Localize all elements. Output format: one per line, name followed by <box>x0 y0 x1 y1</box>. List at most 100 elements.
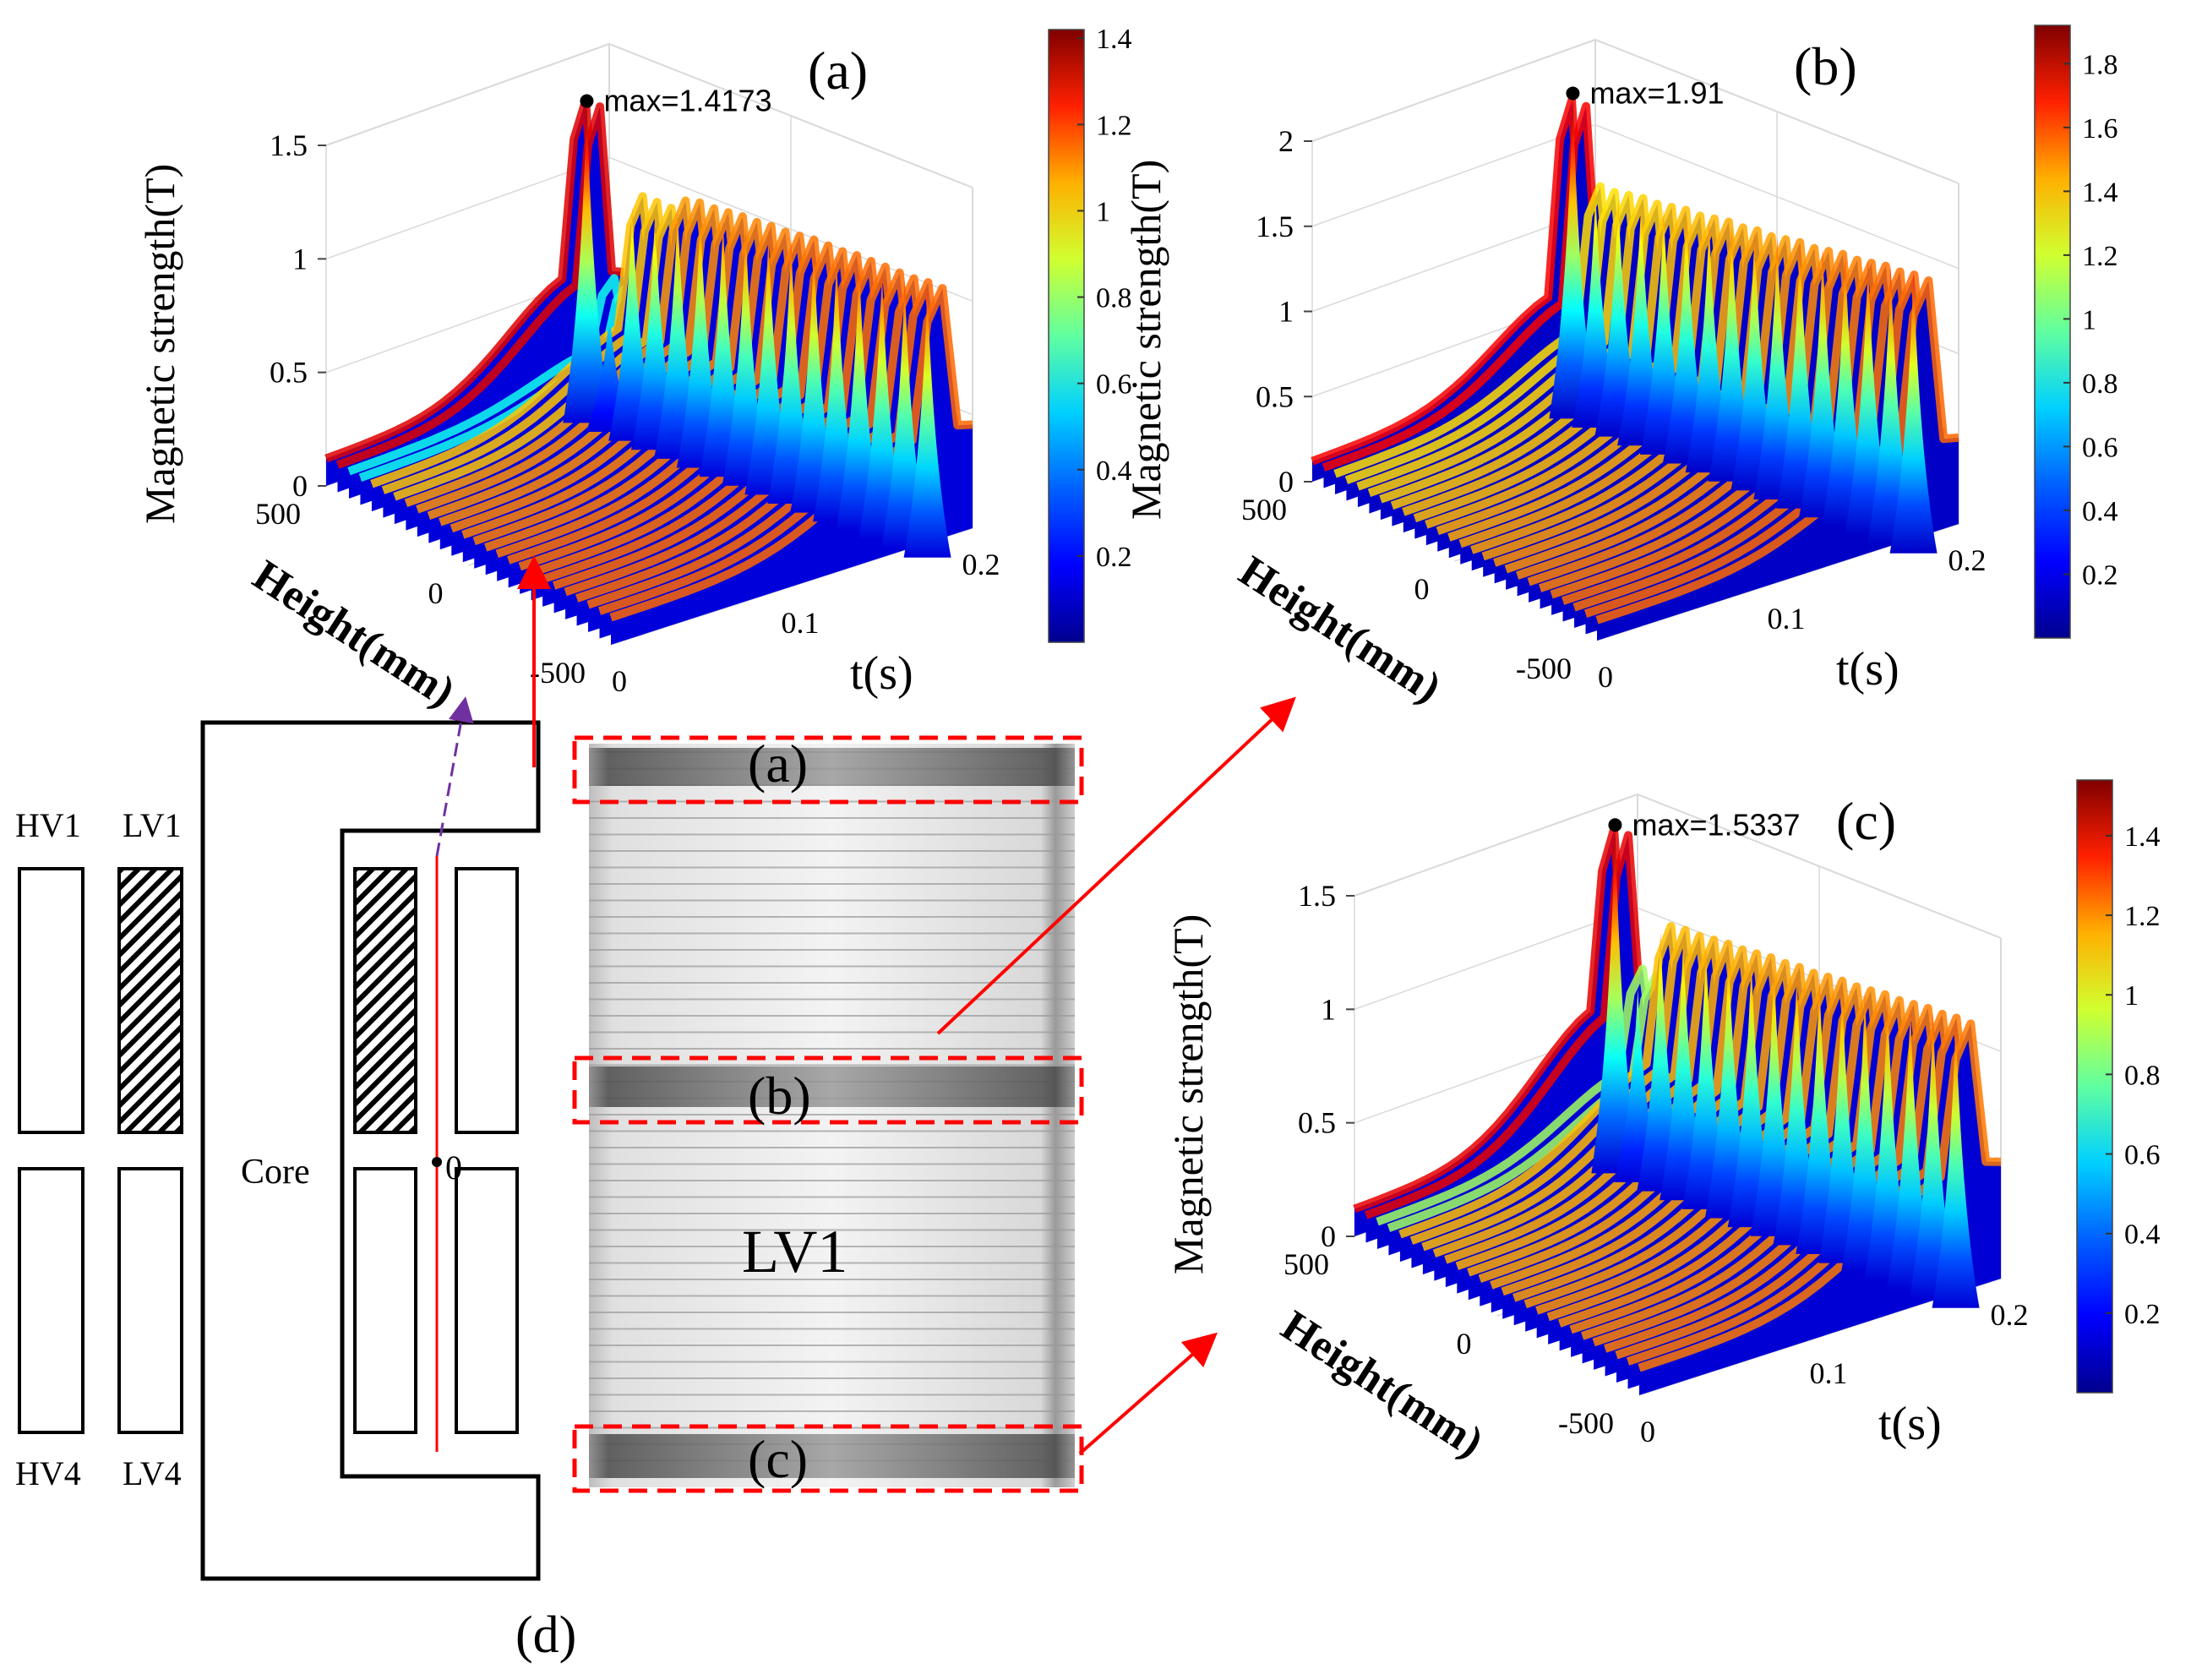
colorbar-tick-label: 1 <box>1096 196 1110 227</box>
coil-lv4-right <box>353 1167 417 1434</box>
colorbar-tick-label: 1.6 <box>2082 113 2118 145</box>
colorbar-tick-label: 1 <box>2082 304 2096 335</box>
chart-c: max=1.533700.511.500.10.25000-500Magneti… <box>1164 779 2161 1467</box>
coil-hv1-right <box>455 867 519 1134</box>
z-tick-label: 0.5 <box>270 356 308 390</box>
y-tick-label: 0 <box>1414 572 1430 606</box>
label-hv1: HV1 <box>15 806 81 844</box>
surface-ridge-base <box>1597 281 1959 641</box>
surface-ridge-top <box>324 96 610 463</box>
grid-z-line <box>325 43 973 188</box>
surface-ridge-top <box>575 268 929 603</box>
region-label-c: (c) <box>748 1429 808 1489</box>
winding-label: LV1 <box>742 1218 848 1285</box>
surface-ridge-top <box>335 102 624 469</box>
y-tick-label: 500 <box>255 497 301 531</box>
z-tick-label: 1.5 <box>1298 879 1336 913</box>
x-tick-label: 0 <box>612 664 627 698</box>
z-axis-label: Magnetic strength(T) <box>136 164 183 524</box>
colorbar-tick-label: 1.4 <box>2124 821 2161 853</box>
z-tick-label: 1 <box>1278 295 1294 329</box>
surface-peak <box>1889 270 1938 554</box>
colorbar-tick-label: 0.2 <box>2082 559 2118 591</box>
arrow-to-b <box>936 696 1296 1035</box>
max-marker <box>1608 818 1622 832</box>
colorbar-tick-label: 1.2 <box>1096 110 1132 141</box>
x-tick-label: 0.1 <box>1768 602 1806 635</box>
winding-band-a <box>589 748 1075 786</box>
x-tick-label: 0.1 <box>782 606 820 640</box>
origin-label: 0 <box>445 1148 462 1186</box>
colorbar-tick-label: 1.8 <box>2082 49 2118 80</box>
colorbar-tick-label: 0.8 <box>2082 368 2118 400</box>
x-axis-label: t(s) <box>1836 643 1899 695</box>
z-tick-label: 0 <box>1278 465 1294 499</box>
colorbar-tick-label: 1 <box>2124 980 2139 1012</box>
panel-label-d: (d) <box>515 1606 576 1664</box>
colorbar-tick-label: 1.4 <box>2082 177 2118 208</box>
x-tick-label: 0.2 <box>962 548 1000 581</box>
chart-a: max=1.417300.511.500.10.25000-500Magneti… <box>136 24 1132 717</box>
z-tick-label: 0 <box>1321 1219 1336 1253</box>
z-tick-label: 1 <box>1321 992 1336 1026</box>
region-label-a: (a) <box>748 734 808 794</box>
surface-ridge-top <box>1512 968 1841 1302</box>
coil-hv1 <box>18 867 84 1134</box>
winding-band-b <box>589 1066 1075 1107</box>
colorbar <box>2076 779 2113 1394</box>
x-tick-label: 0.2 <box>1948 543 1987 577</box>
region-box-a <box>572 735 1084 805</box>
chart-title: (c) <box>1836 791 1896 851</box>
surface-peak <box>1591 825 1639 1174</box>
coil-lv1-right <box>353 867 417 1134</box>
surface-ridge-top <box>1322 101 1611 472</box>
arrow-purple-height <box>435 696 474 857</box>
z-axis-label: Magnetic strength(T) <box>1164 914 1212 1274</box>
region-box-c <box>572 1424 1084 1493</box>
x-axis-label: t(s) <box>1878 1398 1942 1450</box>
surface-peak <box>903 286 951 558</box>
x-tick-label: 0.1 <box>1810 1356 1848 1390</box>
arrow-to-c <box>1078 1332 1218 1455</box>
max-annotation: max=1.4173 <box>603 84 771 118</box>
z-axis-label: Magnetic strength(T) <box>1122 160 1169 520</box>
label-lv1: LV1 <box>123 806 182 844</box>
surface-ridge-top <box>1569 990 1914 1334</box>
surface-ridge-top <box>1398 922 1696 1239</box>
max-marker <box>1566 86 1580 101</box>
coil-hv4-right <box>455 1167 519 1434</box>
colorbar <box>2034 25 2071 639</box>
colorbar-tick-label: 0.4 <box>2082 496 2118 527</box>
surface-peak <box>1549 93 1597 419</box>
z-tick-label: 1.5 <box>270 128 308 162</box>
origin-dot <box>432 1157 442 1167</box>
surface-ridge-base <box>1639 1023 2001 1395</box>
colorbar-tick-label: 0.2 <box>1096 542 1132 573</box>
surface-peak <box>563 101 611 423</box>
y-tick-label: 500 <box>1284 1247 1329 1281</box>
colorbar-tick-label: 0.6 <box>1096 369 1132 401</box>
chart-b: max=1.9100.511.5200.10.25000-500Magnetic… <box>1122 25 2118 712</box>
surface-ridge-top <box>1546 982 1885 1322</box>
surface-ridge-top <box>370 192 668 488</box>
colorbar-tick-label: 0.4 <box>1096 455 1132 487</box>
x-axis-label: t(s) <box>850 647 913 700</box>
surface-ridge-top <box>484 227 813 552</box>
surface-ridge-top <box>1311 96 1595 466</box>
y-tick-label: -500 <box>1558 1406 1614 1440</box>
grid-z-line <box>1311 39 1959 184</box>
x-tick-label: 0.2 <box>1991 1298 2029 1332</box>
z-tick-label: 0.5 <box>1298 1106 1336 1140</box>
coil-lv1 <box>117 867 183 1134</box>
transformer-diagram: 0 HV1 LV1 HV4 LV4 Core (d) <box>15 720 576 1664</box>
grid-top-edge <box>1311 38 1959 184</box>
coil-hv4 <box>18 1167 84 1434</box>
x-tick-label: 0 <box>1640 1415 1655 1448</box>
z-tick-label: 0 <box>292 469 308 503</box>
colorbar <box>1048 29 1085 643</box>
chart-title: (b) <box>1794 36 1857 96</box>
coil-lv4 <box>117 1167 183 1434</box>
max-annotation: max=1.91 <box>1589 75 1724 110</box>
